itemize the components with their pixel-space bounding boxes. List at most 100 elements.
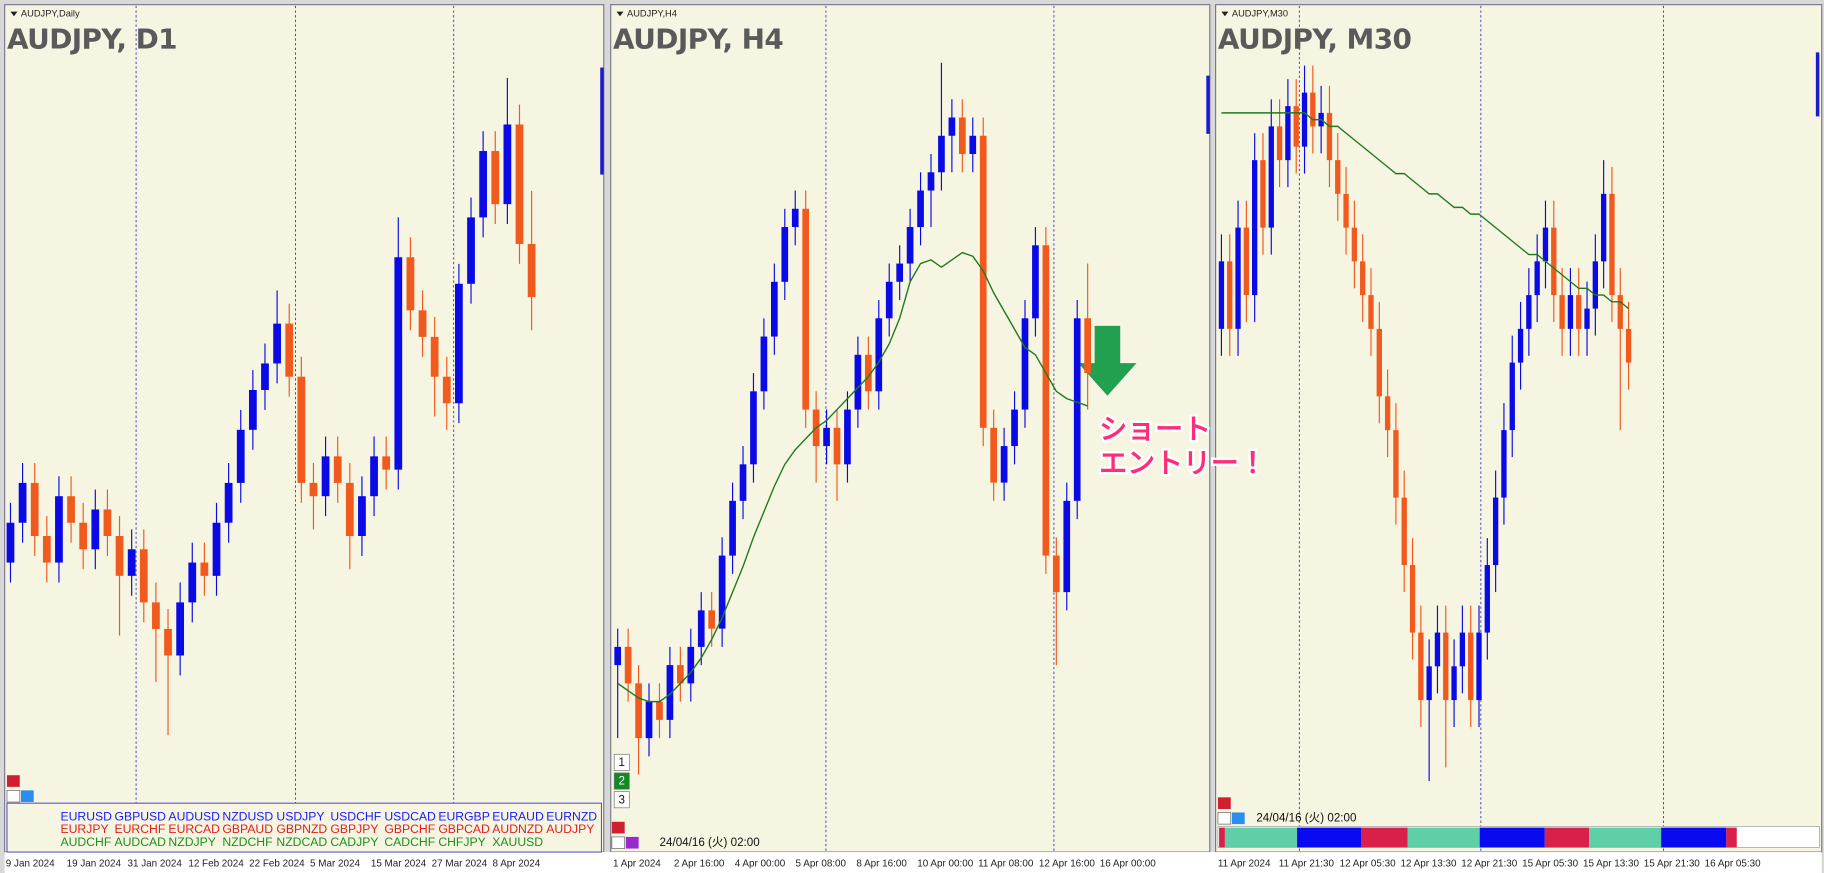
candle-body [1625, 328, 1632, 363]
candle-body [261, 363, 269, 390]
settings-button[interactable] [1231, 812, 1245, 825]
candle-body [1360, 261, 1366, 296]
candle-body [1000, 446, 1008, 483]
symbol-link[interactable]: GBPCHF [384, 822, 435, 836]
candle-body [1326, 112, 1333, 161]
timeframe-button[interactable] [613, 753, 630, 771]
symbol-link[interactable]: AUDUSD [168, 809, 220, 823]
candle-body [760, 336, 768, 392]
symbol-link[interactable]: NZDCAD [276, 835, 327, 849]
symbol-link[interactable]: EURAUD [492, 809, 544, 823]
symbol-link[interactable]: CHFJPY [438, 835, 485, 849]
candle-body [370, 456, 378, 497]
symbol-link[interactable]: EURNZD [546, 809, 597, 823]
minimize-button[interactable] [1217, 797, 1231, 809]
candle-body [708, 610, 716, 629]
candle-body [345, 482, 354, 537]
candle-body [382, 456, 391, 470]
menu-triangle[interactable] [1221, 11, 1229, 17]
time-label: 16 Apr 00:00 [1100, 858, 1156, 869]
candle-body [1526, 295, 1532, 329]
close-button[interactable] [6, 790, 21, 803]
panel-title: AUDJPY, M30 [1218, 23, 1412, 56]
time-label: 27 Mar 2024 [432, 858, 488, 869]
candle-body [969, 135, 977, 155]
close-button[interactable] [1217, 812, 1232, 825]
candle-body [1600, 193, 1607, 262]
symbol-link[interactable]: EURCHF [114, 822, 165, 836]
symbol-link[interactable]: USDCAD [384, 809, 436, 823]
symbol-link[interactable]: GBPCAD [438, 822, 490, 836]
candle-body [1559, 295, 1565, 329]
menu-triangle[interactable] [616, 11, 624, 17]
candle-body [687, 646, 695, 684]
candle-body [406, 257, 415, 311]
candle-body [139, 549, 148, 603]
symbol-link[interactable]: NZDJPY [168, 835, 215, 849]
time-label: 4 Apr 00:00 [735, 858, 786, 869]
time-label: 11 Apr 08:00 [978, 858, 1034, 869]
candle-body [833, 427, 841, 465]
close-button[interactable] [611, 836, 626, 849]
symbol-link[interactable]: EURCAD [168, 822, 220, 836]
candle-body [1476, 632, 1482, 701]
candle-body [1409, 565, 1416, 633]
color-bar-segment [1224, 827, 1298, 848]
symbol-link[interactable]: GBPAUD [222, 822, 273, 836]
settings-button[interactable] [20, 790, 34, 802]
settings-button[interactable] [625, 836, 639, 849]
symbol-link[interactable]: CADJPY [330, 835, 378, 849]
symbol-link[interactable]: NZDUSD [222, 809, 273, 823]
candle-body [1343, 193, 1349, 228]
candle-body [1468, 632, 1474, 701]
d1-controls [6, 775, 34, 803]
symbol-link[interactable]: EURUSD [60, 809, 112, 823]
menu-triangle[interactable] [10, 11, 18, 17]
panel-label: AUDJPY,M30 [1232, 8, 1288, 18]
symbol-link[interactable]: USDCHF [330, 809, 381, 823]
symbol-link[interactable]: GBPJPY [330, 822, 378, 836]
candle-body [503, 124, 512, 205]
symbol-link[interactable]: USDJPY [276, 809, 324, 823]
panel-label: AUDJPY,Daily [21, 8, 80, 18]
time-label: 5 Mar 2024 [310, 858, 360, 869]
candle-body [321, 456, 330, 497]
symbol-link[interactable]: EURGBP [438, 809, 490, 823]
symbol-link[interactable]: AUDCAD [114, 835, 166, 849]
candle-body [1335, 160, 1341, 194]
timeframe-button-label: 1 [619, 756, 625, 769]
minimize-button[interactable] [611, 821, 625, 834]
symbol-link[interactable]: XAUUSD [492, 835, 543, 849]
candle-body [1285, 106, 1291, 161]
timeframe-button[interactable] [613, 791, 630, 809]
minimize-button[interactable] [6, 775, 20, 787]
candle-body [1426, 666, 1432, 701]
symbol-link[interactable]: EURJPY [60, 822, 108, 836]
timeframe-button-label: 3 [619, 793, 625, 806]
symbol-link[interactable]: GBPNZD [276, 822, 327, 836]
candle-body [515, 124, 524, 244]
color-bar [1217, 826, 1820, 848]
candle-body [1260, 160, 1266, 228]
symbol-link[interactable]: GBPUSD [114, 809, 166, 823]
symbol-link[interactable]: AUDNZD [492, 822, 543, 836]
candle-body [635, 683, 642, 739]
time-label: 11 Apr 2024 [1218, 858, 1271, 869]
candle-body [896, 263, 904, 282]
symbol-link[interactable]: CADCHF [384, 835, 435, 849]
candle-body [875, 318, 883, 392]
candle-body [1021, 318, 1029, 410]
timeframe-button[interactable] [613, 772, 630, 790]
candle-body [1517, 328, 1524, 363]
time-axis-strip [4, 852, 1822, 873]
symbol-link[interactable]: AUDJPY [546, 822, 594, 836]
candle-body [527, 243, 536, 298]
candle-body [1617, 295, 1623, 329]
symbol-link[interactable]: NZDCHF [222, 835, 272, 849]
symbol-link[interactable]: AUDCHF [60, 835, 111, 849]
candle-body [802, 208, 810, 410]
h4-controls [611, 821, 639, 849]
candle-body [1393, 430, 1399, 498]
time-label: 12 Apr 21:30 [1461, 858, 1517, 869]
candle-body [844, 409, 851, 465]
